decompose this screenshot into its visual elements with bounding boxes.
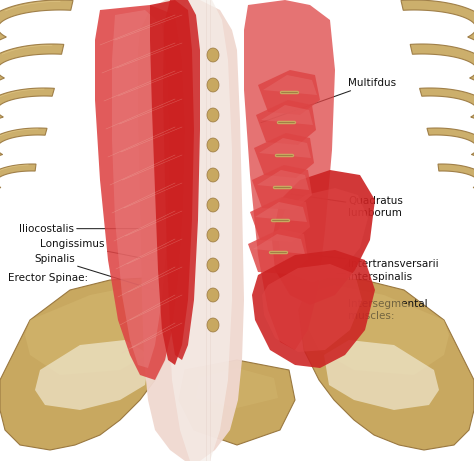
Ellipse shape bbox=[207, 198, 219, 212]
Polygon shape bbox=[324, 340, 439, 410]
Ellipse shape bbox=[207, 258, 219, 272]
Polygon shape bbox=[255, 202, 307, 222]
Ellipse shape bbox=[207, 108, 219, 122]
Text: Iliocostalis: Iliocostalis bbox=[19, 224, 172, 234]
Polygon shape bbox=[257, 170, 309, 190]
Polygon shape bbox=[250, 197, 310, 242]
Polygon shape bbox=[252, 165, 312, 210]
Polygon shape bbox=[259, 138, 311, 158]
Polygon shape bbox=[419, 88, 474, 121]
Polygon shape bbox=[179, 360, 295, 445]
Polygon shape bbox=[112, 10, 170, 368]
Ellipse shape bbox=[207, 78, 219, 92]
Polygon shape bbox=[278, 188, 368, 282]
Polygon shape bbox=[253, 234, 305, 254]
Polygon shape bbox=[0, 128, 47, 158]
Polygon shape bbox=[263, 75, 317, 95]
Text: Multifdus: Multifdus bbox=[261, 78, 397, 123]
Text: Intertransversarii: Intertransversarii bbox=[279, 252, 439, 269]
Polygon shape bbox=[252, 250, 375, 368]
Text: Interspinalis: Interspinalis bbox=[282, 268, 412, 282]
Polygon shape bbox=[261, 105, 313, 125]
Text: Intersegmental
muscles:: Intersegmental muscles: bbox=[348, 299, 428, 321]
Polygon shape bbox=[0, 44, 64, 83]
Polygon shape bbox=[95, 5, 185, 380]
Polygon shape bbox=[248, 229, 308, 274]
Polygon shape bbox=[0, 88, 55, 121]
Polygon shape bbox=[0, 164, 36, 191]
Ellipse shape bbox=[207, 48, 219, 62]
Polygon shape bbox=[438, 164, 474, 191]
Text: Erector Spinae:: Erector Spinae: bbox=[8, 272, 88, 283]
Polygon shape bbox=[25, 285, 170, 375]
Text: Longissimus: Longissimus bbox=[40, 239, 167, 263]
Polygon shape bbox=[138, 0, 244, 461]
Polygon shape bbox=[196, 368, 278, 408]
Text: Spinalis: Spinalis bbox=[34, 254, 165, 293]
Polygon shape bbox=[0, 278, 175, 450]
Polygon shape bbox=[35, 340, 150, 410]
Polygon shape bbox=[258, 70, 320, 115]
Polygon shape bbox=[254, 133, 314, 178]
Polygon shape bbox=[272, 170, 375, 305]
Ellipse shape bbox=[207, 288, 219, 302]
Ellipse shape bbox=[207, 168, 219, 182]
Polygon shape bbox=[410, 44, 474, 83]
Polygon shape bbox=[299, 278, 474, 450]
Ellipse shape bbox=[207, 138, 219, 152]
Polygon shape bbox=[401, 0, 474, 42]
Polygon shape bbox=[256, 100, 316, 145]
Text: Quadratus
lumborum: Quadratus lumborum bbox=[291, 194, 403, 218]
Polygon shape bbox=[163, 0, 200, 360]
Polygon shape bbox=[304, 285, 449, 375]
Polygon shape bbox=[244, 0, 335, 350]
Polygon shape bbox=[262, 264, 362, 352]
Polygon shape bbox=[168, 0, 232, 461]
Polygon shape bbox=[0, 0, 73, 42]
Polygon shape bbox=[427, 128, 474, 158]
Polygon shape bbox=[150, 0, 194, 365]
Ellipse shape bbox=[207, 228, 219, 242]
Ellipse shape bbox=[207, 318, 219, 332]
